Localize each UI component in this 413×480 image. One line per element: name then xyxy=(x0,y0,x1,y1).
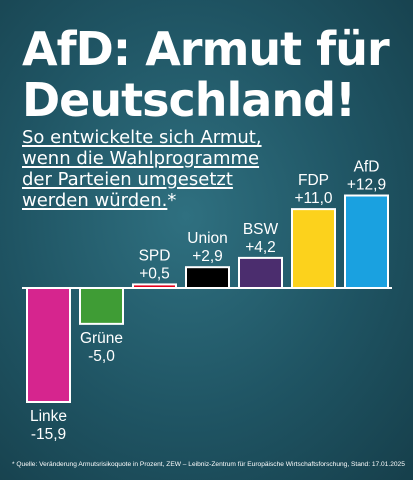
category-label-afd: AfD xyxy=(354,159,380,176)
value-label-spd: +0,5 xyxy=(139,265,170,282)
bar-linke xyxy=(26,287,71,404)
category-label-fdp: FDP xyxy=(298,172,329,189)
value-label-union: +2,9 xyxy=(192,248,223,265)
bar-bsw xyxy=(238,256,283,289)
subtitle-asterisk: * xyxy=(167,190,177,211)
headline-line-1: AfD: Armut für xyxy=(22,22,390,76)
category-label-bsw: BSW xyxy=(243,221,279,238)
bar-grune xyxy=(79,287,124,325)
subtitle-line-1: So entwickelte sich Armut, xyxy=(22,127,262,148)
bar-union xyxy=(185,266,230,289)
subtitle-line-2: wenn die Wahlprogramme xyxy=(22,148,260,169)
bar-spd xyxy=(132,283,177,290)
category-label-union: Union xyxy=(187,230,228,247)
bar-afd xyxy=(344,194,389,289)
bar-fdp xyxy=(291,208,336,290)
headline: AfD: Armut für Deutschland! xyxy=(22,24,402,126)
subtitle: So entwickelte sich Armut, wenn die Wahl… xyxy=(22,127,322,211)
subtitle-line-3: der Parteien umgesetzt xyxy=(22,169,233,190)
value-label-bsw: +4,2 xyxy=(245,239,276,256)
category-label-spd: SPD xyxy=(139,247,171,264)
category-label-linke: Linke xyxy=(30,408,67,425)
value-label-grune: -5,0 xyxy=(88,348,115,365)
value-label-linke: -15,9 xyxy=(31,426,66,443)
value-label-afd: +12,9 xyxy=(347,177,386,194)
subtitle-line-4: werden würden. xyxy=(22,190,168,211)
category-label-grune: Grüne xyxy=(80,330,123,347)
headline-line-2: Deutschland! xyxy=(22,73,356,127)
source-footnote: * Quelle: Veränderung Armutsrisikoquote … xyxy=(12,461,405,468)
value-label-fdp: +11,0 xyxy=(294,190,332,207)
